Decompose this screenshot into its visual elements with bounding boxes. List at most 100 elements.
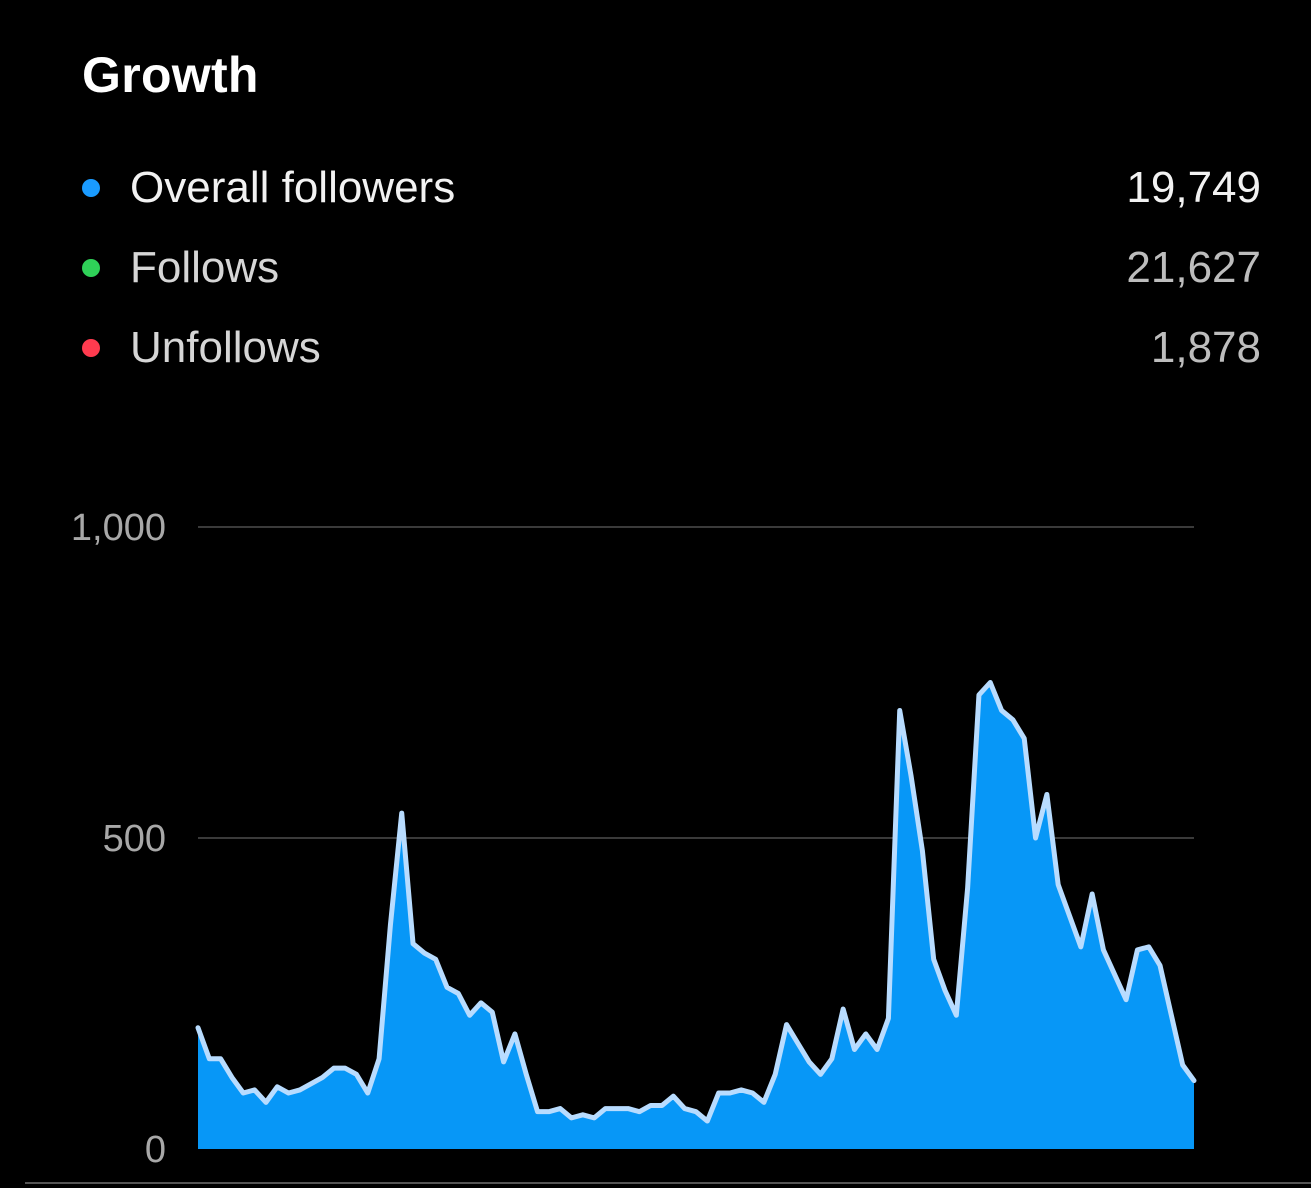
data-point[interactable] xyxy=(828,1055,836,1063)
data-point[interactable] xyxy=(217,1055,225,1063)
data-point[interactable] xyxy=(1156,962,1164,970)
data-point[interactable] xyxy=(1054,881,1062,889)
data-point[interactable] xyxy=(420,949,428,957)
data-point[interactable] xyxy=(715,1089,723,1097)
data-point[interactable] xyxy=(805,1058,813,1066)
data-point[interactable] xyxy=(692,1108,700,1116)
data-point[interactable] xyxy=(669,1092,677,1100)
data-point[interactable] xyxy=(1122,996,1130,1004)
data-point[interactable] xyxy=(760,1098,768,1106)
data-point[interactable] xyxy=(375,1055,383,1063)
follows-dot-icon xyxy=(82,259,100,277)
data-point[interactable] xyxy=(194,1024,202,1032)
data-point[interactable] xyxy=(579,1111,587,1119)
data-point[interactable] xyxy=(443,983,451,991)
data-point[interactable] xyxy=(952,1011,960,1019)
data-point[interactable] xyxy=(1179,1061,1187,1069)
data-point[interactable] xyxy=(907,772,915,780)
data-point[interactable] xyxy=(601,1105,609,1113)
data-point[interactable] xyxy=(737,1086,745,1094)
data-point[interactable] xyxy=(477,999,485,1007)
data-point[interactable] xyxy=(1009,716,1017,724)
data-point[interactable] xyxy=(1167,1011,1175,1019)
data-point[interactable] xyxy=(817,1070,825,1078)
data-point[interactable] xyxy=(1190,1077,1198,1085)
data-point[interactable] xyxy=(986,679,994,687)
y-tick-label: 1,000 xyxy=(71,507,166,549)
y-tick-label: 0 xyxy=(145,1129,166,1171)
legend-item-unfollows[interactable]: Unfollows 1,878 xyxy=(80,308,1261,388)
data-point[interactable] xyxy=(522,1070,530,1078)
data-point[interactable] xyxy=(364,1089,372,1097)
data-point[interactable] xyxy=(794,1039,802,1047)
data-point[interactable] xyxy=(1066,912,1074,920)
legend: Overall followers 19,749 Follows 21,627 … xyxy=(80,148,1261,388)
data-point[interactable] xyxy=(590,1114,598,1122)
data-point[interactable] xyxy=(228,1073,236,1081)
data-point[interactable] xyxy=(545,1108,553,1116)
data-point[interactable] xyxy=(285,1089,293,1097)
data-point[interactable] xyxy=(726,1089,734,1097)
data-point[interactable] xyxy=(896,706,904,714)
data-point[interactable] xyxy=(432,955,440,963)
data-point[interactable] xyxy=(568,1114,576,1122)
data-point[interactable] xyxy=(319,1073,327,1081)
data-point[interactable] xyxy=(1088,890,1096,898)
data-point[interactable] xyxy=(873,1045,881,1053)
data-point[interactable] xyxy=(466,1011,474,1019)
legend-item-follows[interactable]: Follows 21,627 xyxy=(80,228,1261,308)
data-point[interactable] xyxy=(681,1105,689,1113)
data-point[interactable] xyxy=(488,1008,496,1016)
data-point[interactable] xyxy=(862,1030,870,1038)
data-point[interactable] xyxy=(511,1030,519,1038)
data-point[interactable] xyxy=(1077,943,1085,951)
data-point[interactable] xyxy=(341,1064,349,1072)
data-point[interactable] xyxy=(749,1089,757,1097)
data-point[interactable] xyxy=(1099,946,1107,954)
data-point[interactable] xyxy=(454,990,462,998)
data-point[interactable] xyxy=(703,1117,711,1125)
data-point[interactable] xyxy=(1020,734,1028,742)
data-point[interactable] xyxy=(918,846,926,854)
data-point[interactable] xyxy=(771,1070,779,1078)
data-point[interactable] xyxy=(635,1108,643,1116)
data-point[interactable] xyxy=(262,1098,270,1106)
data-point[interactable] xyxy=(998,706,1006,714)
data-point[interactable] xyxy=(1133,946,1141,954)
data-point[interactable] xyxy=(307,1080,315,1088)
data-point[interactable] xyxy=(941,986,949,994)
data-point[interactable] xyxy=(409,940,417,948)
data-point[interactable] xyxy=(556,1105,564,1113)
data-point[interactable] xyxy=(352,1070,360,1078)
data-point[interactable] xyxy=(239,1089,247,1097)
data-point[interactable] xyxy=(975,691,983,699)
data-point[interactable] xyxy=(1111,971,1119,979)
data-point[interactable] xyxy=(964,884,972,892)
data-point[interactable] xyxy=(884,1014,892,1022)
data-point[interactable] xyxy=(1043,790,1051,798)
data-point[interactable] xyxy=(534,1108,542,1116)
page-title: Growth xyxy=(82,47,259,103)
data-point[interactable] xyxy=(205,1055,213,1063)
data-point[interactable] xyxy=(251,1086,259,1094)
data-point[interactable] xyxy=(330,1064,338,1072)
data-point[interactable] xyxy=(783,1021,791,1029)
data-point[interactable] xyxy=(850,1045,858,1053)
data-point[interactable] xyxy=(930,955,938,963)
data-point[interactable] xyxy=(1032,834,1040,842)
unfollows-dot-icon xyxy=(82,339,100,357)
data-point[interactable] xyxy=(1145,943,1153,951)
data-point[interactable] xyxy=(647,1101,655,1109)
data-point[interactable] xyxy=(658,1101,666,1109)
data-point[interactable] xyxy=(613,1105,621,1113)
data-point[interactable] xyxy=(398,809,406,817)
data-point[interactable] xyxy=(839,1005,847,1013)
data-point[interactable] xyxy=(624,1105,632,1113)
data-point[interactable] xyxy=(386,921,394,929)
data-point[interactable] xyxy=(273,1083,281,1091)
legend-item-overall-followers[interactable]: Overall followers 19,749 xyxy=(80,148,1261,228)
data-point[interactable] xyxy=(500,1058,508,1066)
data-point[interactable] xyxy=(296,1086,304,1094)
legend-value: 1,878 xyxy=(1150,323,1261,372)
